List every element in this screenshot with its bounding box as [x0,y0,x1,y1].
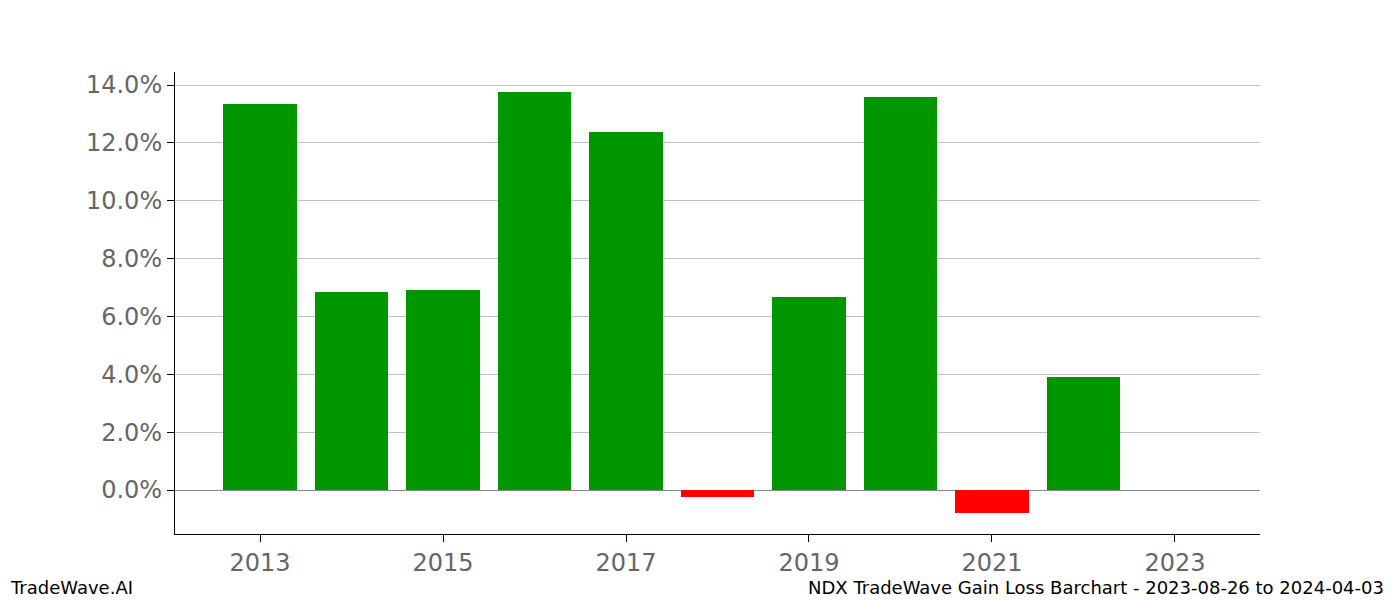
svg-text:0.0%: 0.0% [101,476,162,504]
svg-text:14.0%: 14.0% [86,71,162,99]
svg-text:8.0%: 8.0% [101,245,162,273]
svg-text:6.0%: 6.0% [101,303,162,331]
svg-text:2.0%: 2.0% [101,419,162,447]
svg-text:2013: 2013 [230,549,291,577]
svg-text:12.0%: 12.0% [86,129,162,157]
svg-text:2021: 2021 [961,549,1022,577]
svg-text:2015: 2015 [413,549,474,577]
svg-text:10.0%: 10.0% [86,187,162,215]
svg-text:2019: 2019 [778,549,839,577]
svg-text:2023: 2023 [1144,549,1205,577]
svg-text:2017: 2017 [595,549,656,577]
svg-text:4.0%: 4.0% [101,361,162,389]
svg-text:NDX TradeWave Gain Loss Barcha: NDX TradeWave Gain Loss Barchart - 2023-… [808,577,1384,598]
svg-text:TradeWave.AI: TradeWave.AI [10,577,133,598]
